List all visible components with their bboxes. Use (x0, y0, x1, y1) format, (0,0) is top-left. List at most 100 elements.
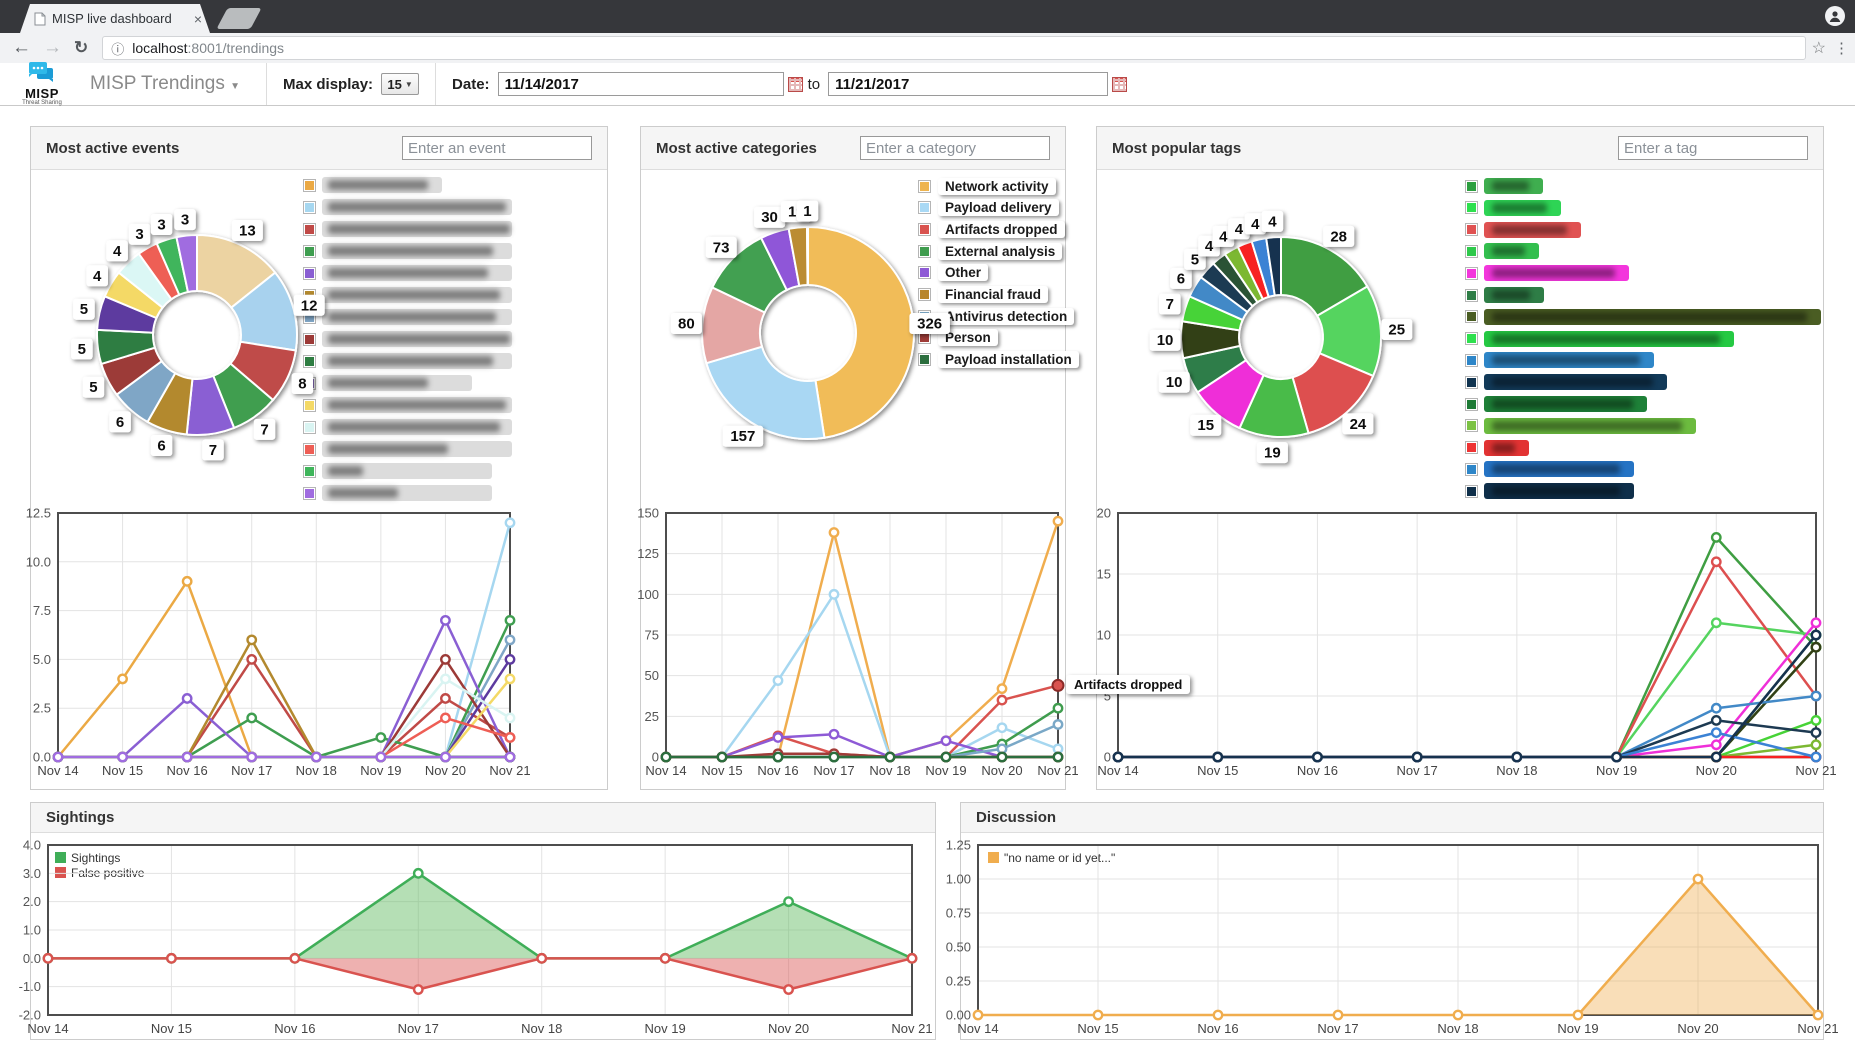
category-label: Payload installation (938, 351, 1079, 369)
panel-sightings: Sightings (30, 802, 936, 1040)
events-legend-item[interactable] (303, 219, 512, 239)
date-from-input[interactable] (497, 72, 784, 96)
blurred-tag-pill (1484, 308, 1821, 325)
max-display-label: Max display: (283, 75, 374, 93)
legend-color-swatch (918, 331, 931, 345)
events-legend-item[interactable] (303, 329, 512, 349)
legend-color-swatch (1465, 266, 1478, 280)
categories-legend-item[interactable]: Financial fraud (918, 285, 1049, 305)
tags-legend-item[interactable] (1465, 307, 1821, 327)
max-display-select[interactable]: 15 ▼ (381, 73, 420, 95)
forward-icon[interactable]: → (43, 37, 62, 58)
tags-legend-item[interactable] (1465, 285, 1544, 305)
events-legend-item[interactable] (303, 285, 512, 305)
tags-legend-item[interactable] (1465, 241, 1539, 261)
legend-color-swatch (55, 867, 66, 878)
misp-logo[interactable]: MISP Threat Sharing (14, 62, 70, 106)
url-host: localhost (132, 40, 188, 56)
tags-legend-item[interactable] (1465, 394, 1647, 414)
events-legend-item[interactable] (303, 395, 512, 415)
events-legend-item[interactable] (303, 241, 512, 261)
reload-icon[interactable]: ↻ (74, 38, 89, 57)
legend-color-swatch (303, 266, 316, 280)
new-tab-button[interactable] (216, 8, 262, 29)
tags-legend-item[interactable] (1465, 481, 1634, 501)
browser-menu-icon[interactable]: ⋮ (1834, 40, 1849, 57)
brand-name: MISP (25, 86, 59, 101)
calendar-icon[interactable] (1112, 76, 1128, 92)
events-legend-item[interactable] (303, 373, 472, 393)
blurred-text-bar (328, 180, 428, 190)
url-bar[interactable]: ⓘ localhost :8001/trendings (102, 36, 1806, 60)
date-to-input[interactable] (828, 72, 1109, 96)
category-search-input[interactable] (860, 136, 1050, 160)
calendar-icon[interactable] (787, 76, 803, 92)
blurred-text-bar (1492, 268, 1615, 279)
categories-legend-item[interactable]: Payload delivery (918, 198, 1059, 218)
blurred-text-bar (328, 246, 493, 256)
tags-legend-item[interactable] (1465, 372, 1667, 392)
categories-legend-item[interactable]: Person (918, 328, 998, 348)
categories-legend-item[interactable]: Network activity (918, 176, 1056, 196)
legend-color-swatch (918, 244, 931, 258)
categories-legend-item[interactable]: External analysis (918, 241, 1063, 261)
blurred-event-text (322, 375, 472, 391)
blurred-tag-pill (1484, 287, 1544, 303)
discussion-legend-item[interactable]: "no name or id yet..." (988, 850, 1115, 865)
info-icon[interactable]: ⓘ (111, 41, 125, 57)
categories-legend-item[interactable]: Antivirus detection (918, 306, 1075, 326)
blurred-text-bar (328, 290, 500, 300)
blurred-event-text (322, 265, 512, 281)
blurred-text-bar (328, 400, 506, 410)
events-legend-item[interactable] (303, 197, 512, 217)
panel-title: Most active events (46, 139, 180, 157)
tags-legend-item[interactable] (1465, 416, 1696, 436)
events-legend-item[interactable] (303, 351, 512, 371)
events-legend-item[interactable] (303, 263, 512, 283)
sightings-legend-item[interactable]: False positive (55, 865, 144, 880)
blurred-text-bar (1492, 202, 1547, 213)
tags-legend-item[interactable] (1465, 329, 1734, 349)
profile-icon[interactable] (1825, 6, 1845, 26)
panel-most-popular-tags: Most popular tags (1096, 126, 1824, 790)
category-label: Artifacts dropped (938, 220, 1065, 238)
events-legend-item[interactable] (303, 461, 492, 481)
categories-legend-item[interactable]: Artifacts dropped (918, 219, 1065, 239)
browser-tab[interactable]: MISP live dashboard × (20, 4, 210, 33)
blurred-tag-pill (1484, 439, 1529, 456)
blurred-event-text (322, 463, 492, 479)
legend-color-swatch (1465, 179, 1478, 193)
bookmark-star-icon[interactable]: ☆ (1811, 40, 1826, 57)
sightings-legend-item[interactable]: Sightings (55, 850, 144, 865)
tags-legend-item[interactable] (1465, 220, 1581, 240)
events-legend-item[interactable] (303, 307, 512, 327)
events-legend-item[interactable] (303, 417, 512, 437)
events-legend-item[interactable] (303, 175, 442, 195)
categories-legend-item[interactable]: Other (918, 263, 989, 283)
back-icon[interactable]: ← (12, 37, 31, 58)
event-search-input[interactable] (402, 136, 592, 160)
tags-legend-item[interactable] (1465, 459, 1634, 479)
nav-trendings-menu[interactable]: MISP Trendings ▼ (90, 73, 241, 94)
category-label: Antivirus detection (938, 307, 1075, 325)
tab-close-icon[interactable]: × (193, 10, 202, 27)
blurred-event-text (322, 353, 512, 369)
tags-legend-item[interactable] (1465, 198, 1561, 218)
events-legend-item[interactable] (303, 439, 512, 459)
category-label: Person (938, 329, 998, 347)
tag-search-input[interactable] (1618, 136, 1808, 160)
legend-color-swatch (988, 852, 999, 863)
blurred-text-bar (1492, 333, 1720, 344)
date-to-separator: to (807, 75, 821, 93)
events-legend-item[interactable] (303, 483, 492, 503)
categories-legend-item[interactable]: Payload installation (918, 350, 1079, 370)
tags-legend-item[interactable] (1465, 176, 1543, 196)
tags-legend-item[interactable] (1465, 438, 1529, 458)
tags-legend-item[interactable] (1465, 263, 1629, 283)
legend-color-swatch (1465, 223, 1478, 237)
blurred-event-text (322, 221, 512, 237)
blurred-text-bar (1492, 290, 1530, 300)
tags-legend-item[interactable] (1465, 350, 1654, 370)
chevron-down-icon: ▼ (404, 79, 413, 89)
legend-color-swatch (1465, 375, 1478, 389)
